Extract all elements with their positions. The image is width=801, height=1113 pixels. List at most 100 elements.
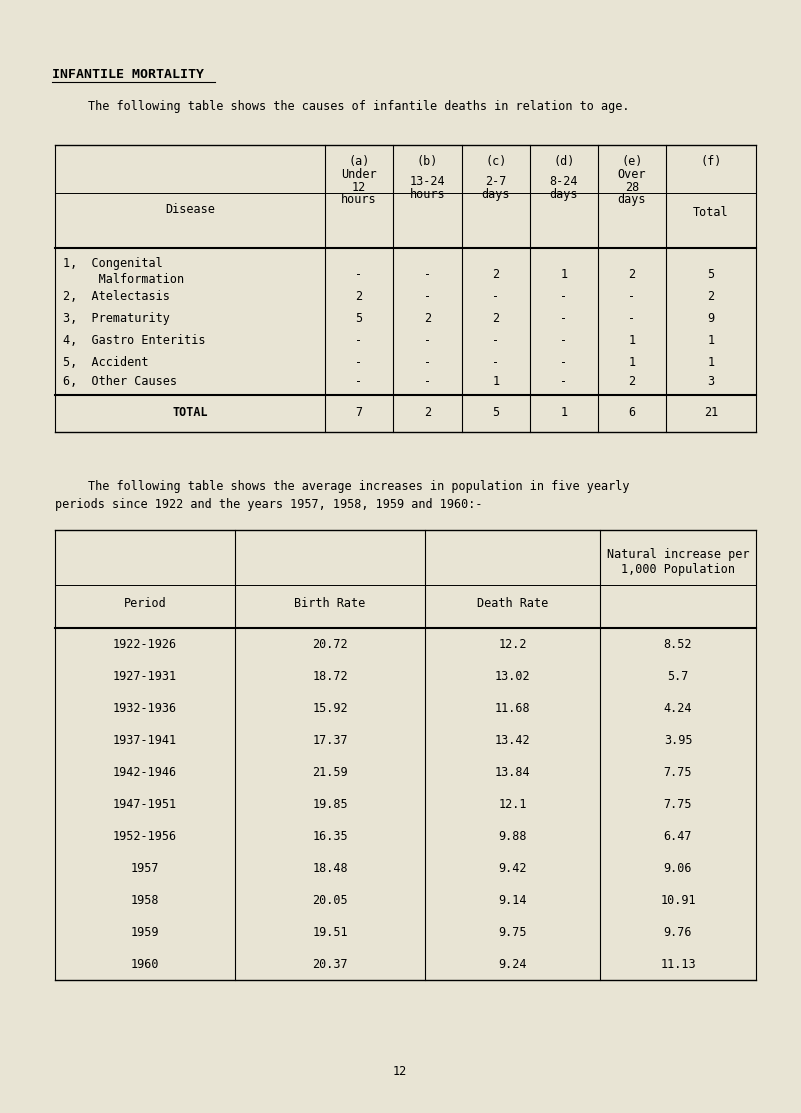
Text: -: - [424,268,431,280]
Text: days: days [549,188,578,201]
Text: 1: 1 [629,334,635,347]
Text: (f): (f) [700,155,722,168]
Text: hours: hours [409,188,445,201]
Text: 1958: 1958 [131,894,159,907]
Text: days: days [618,193,646,206]
Text: 1: 1 [629,356,635,370]
Text: 1: 1 [707,334,714,347]
Text: 9.75: 9.75 [498,926,527,939]
Text: (e): (e) [622,155,642,168]
Text: Under: Under [341,168,376,181]
Text: 2: 2 [424,312,431,325]
Text: 17.37: 17.37 [312,733,348,747]
Text: 6: 6 [629,406,635,418]
Text: Birth Rate: Birth Rate [295,597,365,610]
Text: 11.68: 11.68 [495,702,530,715]
Text: 1960: 1960 [131,958,159,971]
Text: (a): (a) [348,155,370,168]
Text: Malformation: Malformation [63,273,184,286]
Text: -: - [424,334,431,347]
Text: 11.13: 11.13 [660,958,696,971]
Text: 1952-1956: 1952-1956 [113,830,177,843]
Text: 18.72: 18.72 [312,670,348,683]
Text: 18.48: 18.48 [312,861,348,875]
Text: 2-7: 2-7 [485,175,507,188]
Text: -: - [424,290,431,303]
Text: 1: 1 [561,268,568,280]
Text: 10.91: 10.91 [660,894,696,907]
Text: 1947-1951: 1947-1951 [113,798,177,811]
Text: -: - [493,356,500,370]
Text: 9: 9 [707,312,714,325]
Text: 9.88: 9.88 [498,830,527,843]
Text: The following table shows the average increases in population in five yearly: The following table shows the average in… [88,480,630,493]
Text: -: - [561,290,568,303]
Text: 1927-1931: 1927-1931 [113,670,177,683]
Text: Death Rate: Death Rate [477,597,548,610]
Text: hours: hours [341,193,376,206]
Text: -: - [424,375,431,388]
Text: Disease: Disease [165,203,215,216]
Text: 2: 2 [707,290,714,303]
Text: 2: 2 [356,290,363,303]
Text: 5.7: 5.7 [667,670,689,683]
Text: 9.76: 9.76 [664,926,692,939]
Text: 2: 2 [629,268,635,280]
Text: Total: Total [693,206,729,219]
Text: -: - [356,334,363,347]
Text: 7.75: 7.75 [664,766,692,779]
Text: 1957: 1957 [131,861,159,875]
Text: -: - [356,356,363,370]
Text: 20.37: 20.37 [312,958,348,971]
Text: 19.85: 19.85 [312,798,348,811]
Text: 1,000 Population: 1,000 Population [621,563,735,577]
Text: 3,  Prematurity: 3, Prematurity [63,312,170,325]
Text: days: days [481,188,510,201]
Text: 1942-1946: 1942-1946 [113,766,177,779]
Text: -: - [356,375,363,388]
Text: 9.24: 9.24 [498,958,527,971]
Text: Natural increase per: Natural increase per [606,548,749,561]
Text: -: - [629,290,635,303]
Text: -: - [629,312,635,325]
Text: 13.84: 13.84 [495,766,530,779]
Text: 5,  Accident: 5, Accident [63,356,148,370]
Text: 19.51: 19.51 [312,926,348,939]
Text: 8.52: 8.52 [664,638,692,651]
Text: 3.95: 3.95 [664,733,692,747]
Text: -: - [561,356,568,370]
Text: 15.92: 15.92 [312,702,348,715]
Text: 20.05: 20.05 [312,894,348,907]
Text: periods since 1922 and the years 1957, 1958, 1959 and 1960:-: periods since 1922 and the years 1957, 1… [55,498,482,511]
Text: INFANTILE MORTALITY: INFANTILE MORTALITY [52,68,204,81]
Text: 1959: 1959 [131,926,159,939]
Text: The following table shows the causes of infantile deaths in relation to age.: The following table shows the causes of … [88,100,630,114]
Text: 9.42: 9.42 [498,861,527,875]
Text: (d): (d) [553,155,574,168]
Text: TOTAL: TOTAL [172,406,207,418]
Text: 28: 28 [625,181,639,194]
Text: (c): (c) [485,155,507,168]
Text: 1932-1936: 1932-1936 [113,702,177,715]
Text: -: - [356,268,363,280]
Text: 16.35: 16.35 [312,830,348,843]
Text: 1: 1 [493,375,500,388]
Text: 21.59: 21.59 [312,766,348,779]
Text: 1: 1 [561,406,568,418]
Text: 6,  Other Causes: 6, Other Causes [63,375,177,388]
Text: 7.75: 7.75 [664,798,692,811]
Text: 4,  Gastro Enteritis: 4, Gastro Enteritis [63,334,206,347]
Text: 2: 2 [424,406,431,418]
Text: Over: Over [618,168,646,181]
Text: 1: 1 [707,356,714,370]
Text: 9.14: 9.14 [498,894,527,907]
Text: 4.24: 4.24 [664,702,692,715]
Text: 1,  Congenital: 1, Congenital [63,257,163,270]
Text: 2: 2 [493,312,500,325]
Text: 5: 5 [356,312,363,325]
Text: 5: 5 [493,406,500,418]
Text: -: - [561,375,568,388]
Text: 2: 2 [629,375,635,388]
Text: -: - [424,356,431,370]
Text: -: - [561,312,568,325]
